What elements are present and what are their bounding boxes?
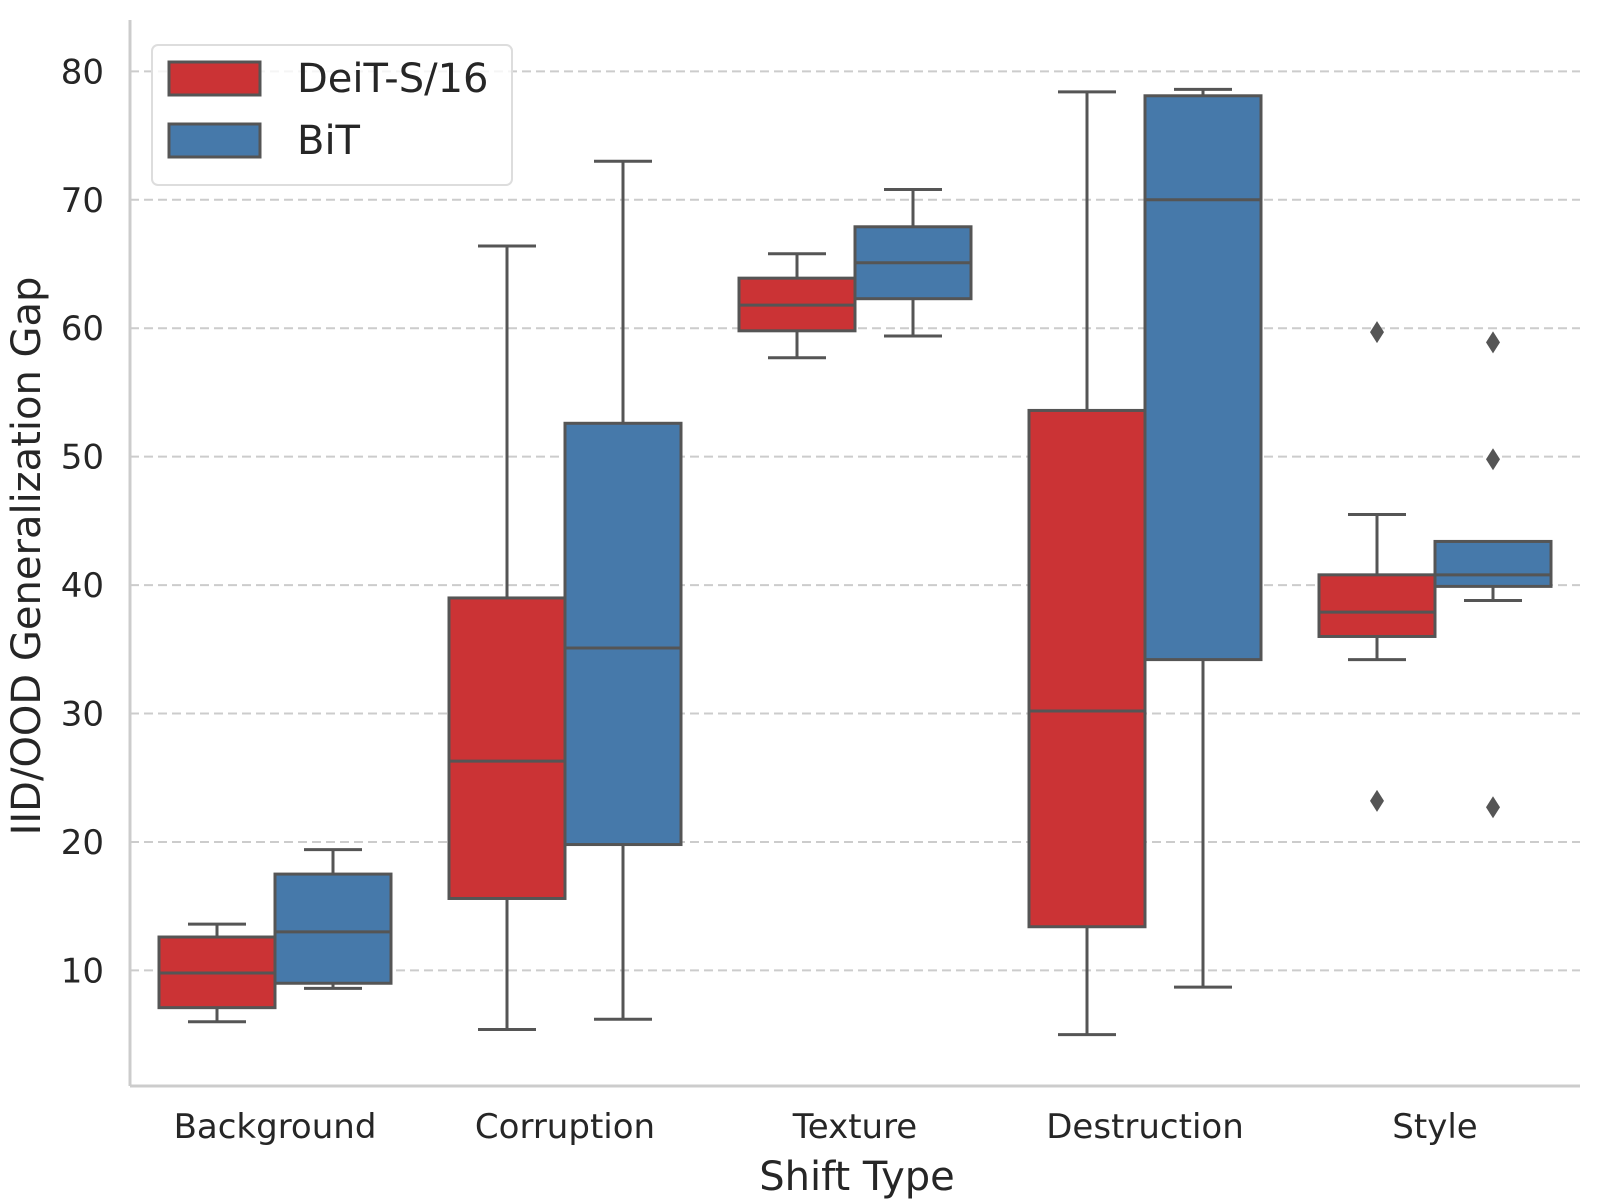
outlier-point (1370, 321, 1384, 344)
legend-swatch (167, 60, 262, 97)
y-tick-label: 60 (61, 309, 104, 349)
y-tick-label: 50 (61, 438, 104, 478)
y-tick-label: 20 (61, 823, 104, 863)
x-tick-label: Destruction (1046, 1107, 1244, 1147)
y-tick-label: 10 (61, 951, 104, 991)
legend-label: DeiT-S/16 (297, 56, 488, 102)
box-DeiT-S/16-Style (1317, 321, 1437, 812)
outlier-point (1486, 331, 1500, 354)
x-tick-label: Style (1392, 1107, 1477, 1147)
box-DeiT-S/16-Texture (737, 252, 857, 360)
box-DeiT-S/16-Corruption (447, 244, 567, 1031)
axes (128, 20, 1580, 1088)
boxes (157, 87, 1553, 1037)
y-tick-label: 70 (61, 181, 104, 221)
box-BiT-Style (1433, 331, 1553, 819)
y-axis-label: IID/OOD Generalization Gap (4, 277, 50, 836)
iqr-box (563, 421, 683, 847)
iqr-box (1143, 94, 1263, 662)
box-BiT-Texture (853, 188, 973, 338)
x-tick-label: Texture (792, 1107, 917, 1147)
legend-swatch (167, 122, 262, 159)
box-BiT-Destruction (1143, 87, 1263, 989)
legend-label: BiT (297, 118, 361, 164)
x-tick-label: Corruption (475, 1107, 655, 1147)
box-BiT-Corruption (563, 159, 683, 1021)
x-tick-label: Background (174, 1107, 377, 1147)
box-DeiT-S/16-Background (157, 922, 277, 1024)
outlier-point (1486, 448, 1500, 471)
tick-labels: 10 20 30 40 50 60 70 80 Background Corruption Text… (61, 52, 1478, 1147)
outlier-point (1486, 796, 1500, 819)
iqr-box (1317, 573, 1437, 638)
iqr-box (447, 596, 567, 900)
box-BiT-Background (273, 848, 393, 990)
y-tick-label: 30 (61, 695, 104, 735)
outlier-point (1370, 789, 1384, 812)
iqr-box (273, 872, 393, 985)
x-axis-label: Shift Type (759, 1154, 955, 1200)
iqr-box (1027, 408, 1147, 929)
legend: DeiT-S/16 BiT (151, 44, 513, 186)
box-DeiT-S/16-Destruction (1027, 90, 1147, 1037)
grid-lines (130, 70, 1580, 972)
y-tick-label: 40 (61, 566, 104, 606)
y-tick-label: 80 (61, 52, 104, 92)
iqr-box (1433, 539, 1553, 588)
